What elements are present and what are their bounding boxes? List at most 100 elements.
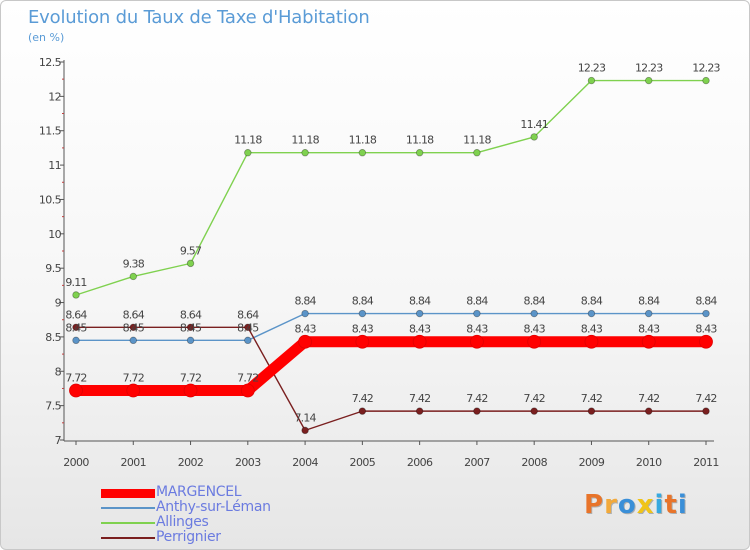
data-point <box>527 334 542 349</box>
data-label: 8.45 <box>65 321 87 334</box>
data-label: 7.42 <box>524 392 545 405</box>
data-label: 9.38 <box>123 257 145 270</box>
x-tick-label: 2008 <box>521 456 547 469</box>
y-tick-label: 12.5 <box>39 56 62 69</box>
data-label: 8.43 <box>524 323 546 336</box>
x-tick-label: 2001 <box>120 456 146 469</box>
data-label: 8.64 <box>180 308 202 321</box>
logo-letter: t <box>664 490 678 520</box>
x-tick-label: 2009 <box>579 456 605 469</box>
data-label: 8.84 <box>352 295 374 308</box>
series-line-anthy-sur-l-man <box>75 312 707 342</box>
data-point <box>186 336 195 345</box>
data-label: 12.23 <box>635 62 663 75</box>
y-tick-label: 7.5 <box>45 400 61 413</box>
data-point <box>473 309 481 318</box>
data-label: 8.43 <box>581 323 603 336</box>
data-label: 11.18 <box>406 134 434 147</box>
data-label: 8.64 <box>123 308 145 321</box>
data-point <box>301 149 309 157</box>
x-tick-label: 2002 <box>178 456 204 469</box>
data-label: 12.23 <box>692 62 720 75</box>
data-label: 9.57 <box>180 244 202 257</box>
data-point <box>645 76 653 85</box>
data-label: 7.42 <box>581 392 602 405</box>
x-tick-label: 2000 <box>63 456 89 469</box>
legend-label: MARGENCEL <box>156 484 242 500</box>
x-tick-label: 2004 <box>292 456 318 469</box>
data-point <box>72 291 80 299</box>
y-tick-label: 12 <box>48 90 61 103</box>
data-point <box>183 383 198 398</box>
data-point <box>129 336 137 345</box>
data-point <box>358 309 367 318</box>
data-point <box>72 323 80 331</box>
series-line-allinges <box>75 79 707 296</box>
data-point <box>301 426 309 435</box>
data-label: 8.84 <box>695 295 717 308</box>
logo-letter: r <box>604 490 618 520</box>
data-label: 8.64 <box>65 308 87 321</box>
data-label: 7.72 <box>180 372 201 385</box>
y-tick-label: 9 <box>55 297 62 310</box>
data-point <box>702 407 710 415</box>
data-point <box>69 383 83 398</box>
logo-letter: P <box>584 490 605 520</box>
data-point <box>358 149 367 157</box>
proxiti-logo: Proxiti <box>584 490 688 520</box>
data-point <box>645 309 653 318</box>
data-point <box>702 76 710 85</box>
series-line-margencel <box>70 336 712 397</box>
data-label: 8.43 <box>695 323 717 336</box>
data-point <box>240 383 255 398</box>
data-point <box>355 334 370 349</box>
legend-label: Perrignier <box>156 529 221 545</box>
data-point <box>129 272 137 281</box>
data-point <box>244 323 252 331</box>
data-label: 11.18 <box>349 134 377 147</box>
data-label: 7.42 <box>409 392 430 405</box>
data-label: 11.18 <box>234 134 262 147</box>
logo-letter: i <box>677 490 688 520</box>
legend-swatch <box>101 522 155 524</box>
data-label: 7.42 <box>638 392 659 405</box>
logo-letter: o <box>617 490 637 520</box>
series-line-perrignier <box>75 326 707 432</box>
data-label: 8.84 <box>524 295 546 308</box>
data-point <box>126 383 141 398</box>
y-tick-label: 7 <box>55 434 62 447</box>
data-label: 8.43 <box>638 323 660 336</box>
y-tick-label: 9.5 <box>45 262 61 275</box>
data-point <box>584 334 599 349</box>
data-label: 7.72 <box>123 372 144 385</box>
data-point <box>641 334 656 349</box>
data-point <box>530 407 538 415</box>
chart-subtitle: (en %) <box>28 31 65 44</box>
data-point <box>301 309 309 318</box>
data-label: 8.45 <box>180 321 202 334</box>
x-tick-label: 2003 <box>235 456 261 469</box>
data-point <box>244 149 252 157</box>
data-point <box>587 309 596 318</box>
logo-letter: i <box>654 490 665 520</box>
data-label: 11.18 <box>463 134 491 147</box>
data-point <box>72 336 80 345</box>
legend-label: Anthy-sur-Léman <box>156 499 271 515</box>
data-point <box>702 309 710 318</box>
data-label: 7.42 <box>695 392 716 405</box>
data-label: 8.43 <box>352 323 374 336</box>
data-label: 8.45 <box>123 321 145 334</box>
data-point <box>473 149 481 157</box>
data-label: 7.42 <box>466 392 487 405</box>
data-label: 11.18 <box>291 134 319 147</box>
data-point <box>587 407 596 415</box>
data-point <box>415 407 424 415</box>
data-label: 12.23 <box>578 62 606 75</box>
data-label: 8.64 <box>237 308 259 321</box>
data-label: 8.43 <box>294 323 316 336</box>
data-label: 8.84 <box>294 295 316 308</box>
y-tick-label: 8 <box>55 365 62 378</box>
data-point <box>473 407 481 415</box>
data-point <box>129 323 137 331</box>
